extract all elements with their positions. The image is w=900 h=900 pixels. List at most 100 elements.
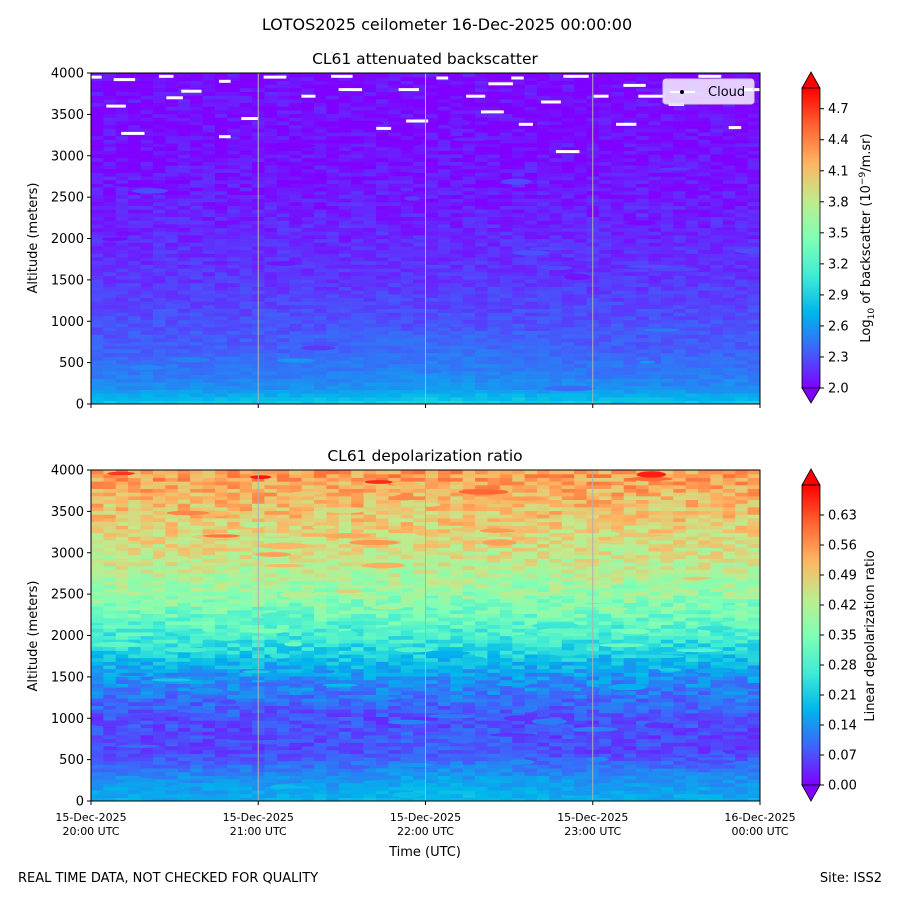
heatmap-cell — [611, 389, 625, 394]
heatmap-cell — [202, 164, 216, 170]
heatmap-cell — [611, 95, 625, 100]
heatmap-cell — [128, 87, 142, 92]
heatmap-cell — [363, 194, 377, 199]
heatmap-cell — [128, 312, 142, 317]
heatmap-cell — [177, 164, 191, 170]
heatmap-cell — [623, 249, 637, 254]
heatmap-cell — [91, 396, 104, 401]
heatmap-cell — [103, 275, 117, 280]
heatmap-cell — [351, 161, 365, 166]
heatmap-cell — [152, 231, 166, 236]
heatmap-cell — [363, 164, 377, 170]
heatmap-cell — [475, 396, 489, 401]
heatmap-cell — [91, 278, 104, 284]
cloud-detection — [623, 83, 646, 87]
heatmap-cell — [487, 293, 501, 298]
heatmap-cell — [128, 109, 142, 115]
heatmap-cell — [91, 334, 104, 339]
heatmap-cell — [747, 124, 760, 129]
heatmap-cell — [375, 282, 389, 287]
heatmap-cell — [140, 87, 154, 92]
heatmap-cell — [437, 234, 451, 240]
heatmap-cell — [190, 289, 204, 295]
heatmap-cell — [487, 120, 501, 126]
heatmap-cell — [413, 109, 427, 115]
heatmap-cell — [475, 389, 489, 394]
heatmap-cell — [289, 374, 303, 379]
heatmap-cell — [747, 153, 760, 159]
heatmap-cell — [363, 249, 377, 254]
heatmap-cell — [425, 352, 439, 357]
heatmap-cell — [363, 212, 377, 218]
heatmap-cell — [549, 164, 563, 170]
heatmap-cell — [314, 238, 327, 243]
heatmap-cell — [388, 319, 402, 324]
heatmap-cell — [636, 205, 650, 210]
heatmap-cell — [128, 161, 142, 166]
heatmap-cell — [388, 161, 402, 166]
heatmap-cell — [673, 245, 687, 251]
heatmap-cell — [91, 139, 104, 144]
heatmap-cell — [425, 179, 439, 184]
heatmap-cell — [375, 370, 389, 376]
heatmap-cell — [239, 319, 253, 324]
heatmap-cell — [660, 117, 674, 122]
heatmap-cell — [413, 205, 427, 210]
heatmap-cell — [710, 249, 724, 254]
heatmap-cell — [289, 106, 303, 111]
heatmap-cell — [115, 304, 129, 309]
heatmap-cell — [91, 286, 104, 291]
heatmap-cell — [549, 80, 563, 85]
heatmap-cell — [388, 102, 402, 107]
heatmap-cell — [289, 80, 303, 85]
heatmap-cell — [524, 264, 538, 269]
heatmap-cell — [487, 345, 501, 350]
heatmap-cell — [561, 76, 575, 81]
heatmap-cell — [400, 315, 414, 321]
heatmap-cell — [722, 117, 736, 122]
heatmap-cell — [301, 113, 315, 118]
heatmap-cell — [276, 304, 290, 309]
heatmap-cell — [450, 352, 464, 357]
heatmap-cell — [276, 370, 290, 376]
heatmap-cell — [190, 84, 204, 89]
heatmap-cell — [91, 381, 104, 387]
heatmap-cell — [227, 392, 241, 398]
heatmap-cell — [388, 117, 402, 122]
heatmap-cell — [512, 201, 526, 206]
heatmap-cell — [289, 396, 303, 401]
heatmap-cell — [537, 146, 550, 151]
heatmap-cell — [499, 98, 513, 104]
heatmap-cell — [549, 139, 563, 144]
heatmap-cell — [598, 187, 612, 192]
heatmap-cell — [524, 242, 538, 247]
heatmap-cell — [91, 135, 104, 140]
heatmap-cell — [648, 175, 662, 181]
heatmap-cell — [128, 209, 142, 214]
heatmap-cell — [276, 172, 290, 177]
heatmap-cell — [413, 157, 427, 162]
heatmap-cell — [623, 363, 637, 368]
heatmap-cell — [351, 220, 365, 225]
heatmap-cell — [140, 201, 154, 206]
heatmap-cell — [103, 359, 117, 365]
heatmap-cell — [363, 238, 377, 243]
heatmap-cell — [512, 205, 526, 210]
heatmap-cell — [648, 73, 662, 78]
heatmap-cell — [722, 245, 736, 251]
heatmap-cell — [152, 341, 166, 346]
heatmap-cell — [128, 264, 142, 269]
heatmap-cell — [227, 179, 241, 184]
heatmap-cell — [177, 352, 191, 357]
heatmap-cell — [636, 194, 650, 199]
heatmap-cell — [239, 253, 253, 258]
heatmap-cell — [115, 150, 129, 155]
heatmap-cell — [326, 275, 340, 280]
heatmap-cell — [351, 153, 365, 159]
heatmap-cell — [574, 337, 588, 343]
heatmap-cell — [103, 367, 117, 372]
heatmap-cell — [735, 363, 749, 368]
heatmap-cell — [747, 109, 760, 115]
heatmap-streak — [332, 120, 385, 126]
heatmap-cell — [338, 293, 352, 298]
